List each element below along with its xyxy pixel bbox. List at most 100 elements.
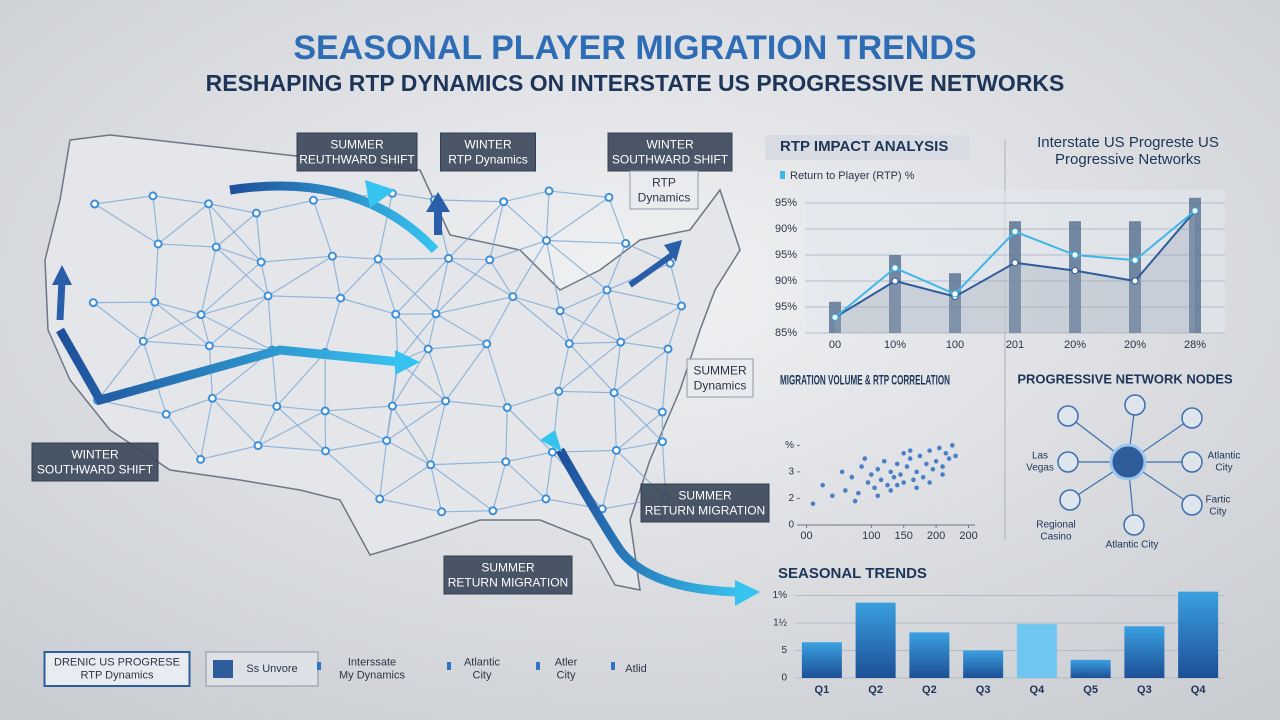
label-box [607,132,733,172]
route [512,240,547,297]
dot [940,464,945,469]
hub [441,396,451,406]
x-tick-label: 150 [895,530,913,542]
dot [901,450,907,456]
y-tick-label: 3 [788,467,794,478]
hub [677,301,687,311]
dot [865,480,871,485]
x-tick-label: 20% [1064,339,1086,351]
dot [872,485,877,491]
hub [321,446,331,456]
route [276,351,326,407]
node [1181,494,1203,516]
bar [1069,221,1081,333]
route [324,297,342,353]
route [606,243,627,291]
dot [901,480,907,485]
x-tick-label: Q3 [1137,684,1152,696]
label-text: SUMMER [678,489,732,503]
route [331,256,342,299]
route [545,190,550,241]
dot [898,472,903,477]
point [1131,256,1139,264]
route [559,310,570,344]
play-icon [213,660,233,678]
label-text: WINTER [646,138,694,152]
route [427,313,437,350]
x-tick-label: 200 [959,530,977,542]
route [601,450,617,510]
route [489,259,514,297]
route [256,199,314,214]
y-tick-label: 85% [775,327,797,339]
hub [327,251,337,261]
dot [810,501,816,507]
route [157,203,209,245]
footer-marker [611,662,615,670]
node-label: Atlantic [1208,451,1241,462]
route [392,192,435,201]
hub [499,197,509,207]
route [613,392,617,451]
route [208,295,269,347]
route [379,498,442,513]
y-tick-label: 5 [781,645,787,656]
label-text: SUMMER [481,561,535,575]
route [94,203,159,245]
route [395,313,429,350]
node-label: Regional [1036,520,1075,531]
route [428,343,487,350]
x-tick-label: 28% [1184,339,1206,351]
route [489,201,505,260]
route [545,240,561,311]
y-tick-label: 90% [775,223,797,235]
y-tick-label: 0 [781,673,787,684]
dot [885,482,890,488]
point [1011,259,1019,267]
route [489,239,547,261]
hub [501,457,511,467]
label-text: SOUTHWARD SHIFT [612,153,729,167]
label-text: REUTHWARD SHIFT [299,153,415,167]
footer-box [43,651,191,687]
label-text: SUMMER [693,364,747,378]
dot [891,474,897,480]
node [1124,394,1146,416]
arrow-head [540,430,562,452]
route [430,464,494,512]
route [397,313,437,362]
y-tick-label: 0 [788,520,794,531]
bar [949,273,961,333]
route [506,407,553,453]
hub [426,460,436,470]
route [616,441,663,451]
route [261,255,333,263]
hub [391,309,401,319]
arrow-head [426,192,450,212]
hub [387,401,397,411]
dot [875,466,881,472]
bar [1016,624,1057,678]
bar [889,255,901,333]
route [212,397,277,407]
route [143,314,202,342]
route [200,314,273,351]
route [200,314,210,346]
footer-marker [536,662,540,670]
footer-text: Atlantic [464,656,501,668]
hub [256,257,266,267]
footer-text: Ss Unvore [246,663,297,675]
node-label: Fartic [1206,495,1231,506]
point [1071,267,1079,275]
hub [148,191,158,201]
hub [657,437,667,447]
hub [508,292,518,302]
hub [444,253,454,263]
hub [482,339,492,349]
x-tick-label: 201 [1006,339,1024,351]
hub [150,297,160,307]
footer-text: City [557,669,576,681]
dot [907,448,913,453]
hub [308,195,318,205]
